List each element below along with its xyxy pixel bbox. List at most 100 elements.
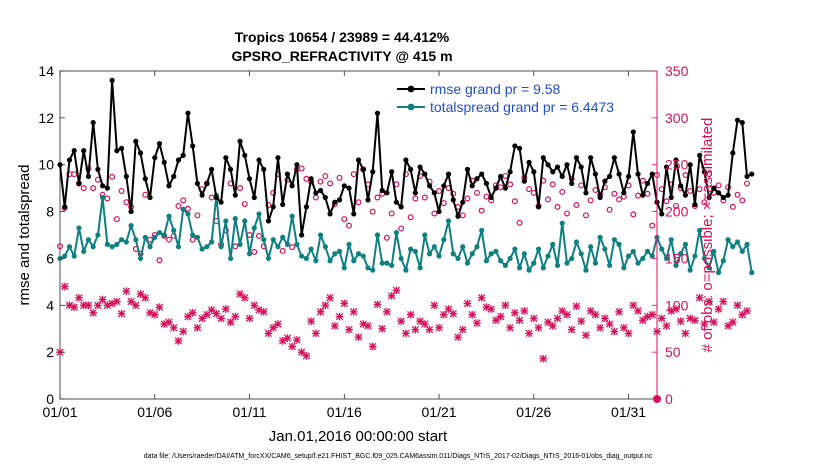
- rmse-point: [592, 171, 599, 177]
- y-tick-label-right: 300: [665, 110, 689, 126]
- possible-obs-point: [563, 210, 570, 217]
- rmse-point: [336, 197, 343, 203]
- totalspread-point: [635, 260, 641, 266]
- rmse-point: [521, 178, 527, 184]
- rmse-point: [128, 208, 134, 215]
- totalspread-point: [95, 232, 101, 238]
- totalspread-point: [602, 246, 608, 252]
- rmse-point: [441, 183, 447, 189]
- possible-obs-point: [412, 195, 419, 202]
- assimilated-obs-point: [624, 329, 633, 338]
- totalspread-point: [597, 234, 603, 240]
- x-axis-label: Jan.01,2016 00:00:00 start: [269, 428, 448, 445]
- totalspread-point: [308, 246, 314, 252]
- rmse-point: [474, 176, 480, 182]
- assimilated-obs-point: [60, 282, 69, 291]
- assimilated-obs-point: [439, 310, 448, 319]
- totalspread-point: [251, 225, 257, 231]
- rmse-point: [303, 204, 309, 210]
- assimilated-obs-point: [567, 325, 576, 334]
- rmse-point: [715, 190, 722, 196]
- totalspread-point: [493, 248, 499, 254]
- assimilated-obs-point: [131, 301, 140, 310]
- rmse-point: [123, 173, 129, 180]
- possible-obs-point: [398, 225, 405, 232]
- x-tick-label: 01/11: [233, 404, 267, 420]
- possible-obs-point: [407, 214, 414, 221]
- rmse-point: [711, 185, 717, 191]
- totalspread-point: [550, 241, 556, 247]
- totalspread-point: [687, 267, 693, 273]
- rmse-point: [578, 164, 584, 170]
- possible-obs-point: [346, 222, 353, 229]
- totalspread-point: [521, 251, 527, 257]
- assimilated-obs-point: [719, 297, 728, 306]
- possible-obs-point: [701, 199, 708, 206]
- rmse-point: [393, 199, 400, 205]
- totalspread-point: [659, 246, 665, 252]
- totalspread-point: [512, 246, 518, 252]
- rmse-point: [313, 190, 319, 196]
- y-tick-label-right: 250: [665, 157, 689, 173]
- possible-obs-point: [317, 178, 324, 185]
- totalspread-point: [412, 248, 418, 254]
- possible-obs-point: [374, 194, 381, 201]
- rmse-point: [379, 187, 385, 194]
- rmse-point: [479, 171, 485, 177]
- assimilated-obs-point: [544, 318, 552, 326]
- assimilated-obs-point: [354, 333, 363, 341]
- totalspread-point: [232, 216, 238, 222]
- assimilated-obs-point: [117, 309, 126, 318]
- totalspread-point: [625, 253, 632, 259]
- assimilated-obs-point: [136, 290, 145, 298]
- assimilated-obs-point: [312, 329, 320, 338]
- rmse-point: [739, 119, 745, 126]
- totalspread-point: [166, 213, 172, 219]
- totalspread-point: [76, 225, 82, 231]
- rmse-point: [332, 199, 338, 205]
- rmse-point: [730, 150, 736, 156]
- rmse-point: [360, 166, 366, 172]
- assimilated-obs-point: [302, 352, 311, 360]
- possible-obs-point: [118, 187, 125, 194]
- totalspread-point: [621, 265, 627, 271]
- totalspread-point: [294, 241, 300, 247]
- rmse-point: [284, 171, 291, 177]
- y-tick-label-left: 2: [46, 344, 54, 360]
- assimilated-obs-point: [326, 293, 334, 302]
- assimilated-obs-point: [672, 305, 680, 313]
- totalspread-point: [630, 248, 636, 254]
- right-axis-zero-marker: [653, 395, 661, 403]
- totalspread-point: [749, 269, 755, 276]
- possible-obs-point: [672, 202, 679, 209]
- rmse-point: [502, 185, 508, 191]
- possible-obs-point: [350, 171, 357, 178]
- totalspread-point: [194, 234, 201, 240]
- assimilated-obs-point: [515, 316, 524, 325]
- assimilated-obs-point: [463, 299, 472, 308]
- assimilated-obs-point: [458, 325, 467, 334]
- possible-obs-point: [175, 202, 182, 209]
- rmse-point: [564, 162, 570, 168]
- rmse-point: [251, 194, 257, 201]
- assimilated-obs-point: [269, 323, 278, 332]
- data-file-footer: data file: /Users/raeder/DAI/ATM_forcXX/…: [144, 453, 653, 460]
- totalspread-point: [408, 246, 414, 252]
- totalspread-point: [403, 267, 409, 273]
- rmse-point: [540, 155, 546, 161]
- assimilated-obs-point: [198, 314, 206, 323]
- assimilated-obs-point: [127, 297, 135, 306]
- possible-obs-point: [341, 216, 348, 223]
- rmse-point: [649, 171, 655, 177]
- assimilated-obs-point: [487, 305, 496, 313]
- assimilated-obs-point: [435, 323, 443, 332]
- possible-obs-point: [270, 189, 277, 196]
- assimilated-obs-point: [397, 317, 405, 326]
- possible-obs-point: [431, 210, 438, 217]
- totalspread-point: [227, 255, 234, 262]
- possible-obs-point: [554, 203, 561, 210]
- legend-spread-marker: [407, 103, 415, 111]
- totalspread-point: [317, 232, 324, 238]
- assimilated-obs-point: [406, 310, 415, 319]
- assimilated-obs-point: [511, 308, 519, 317]
